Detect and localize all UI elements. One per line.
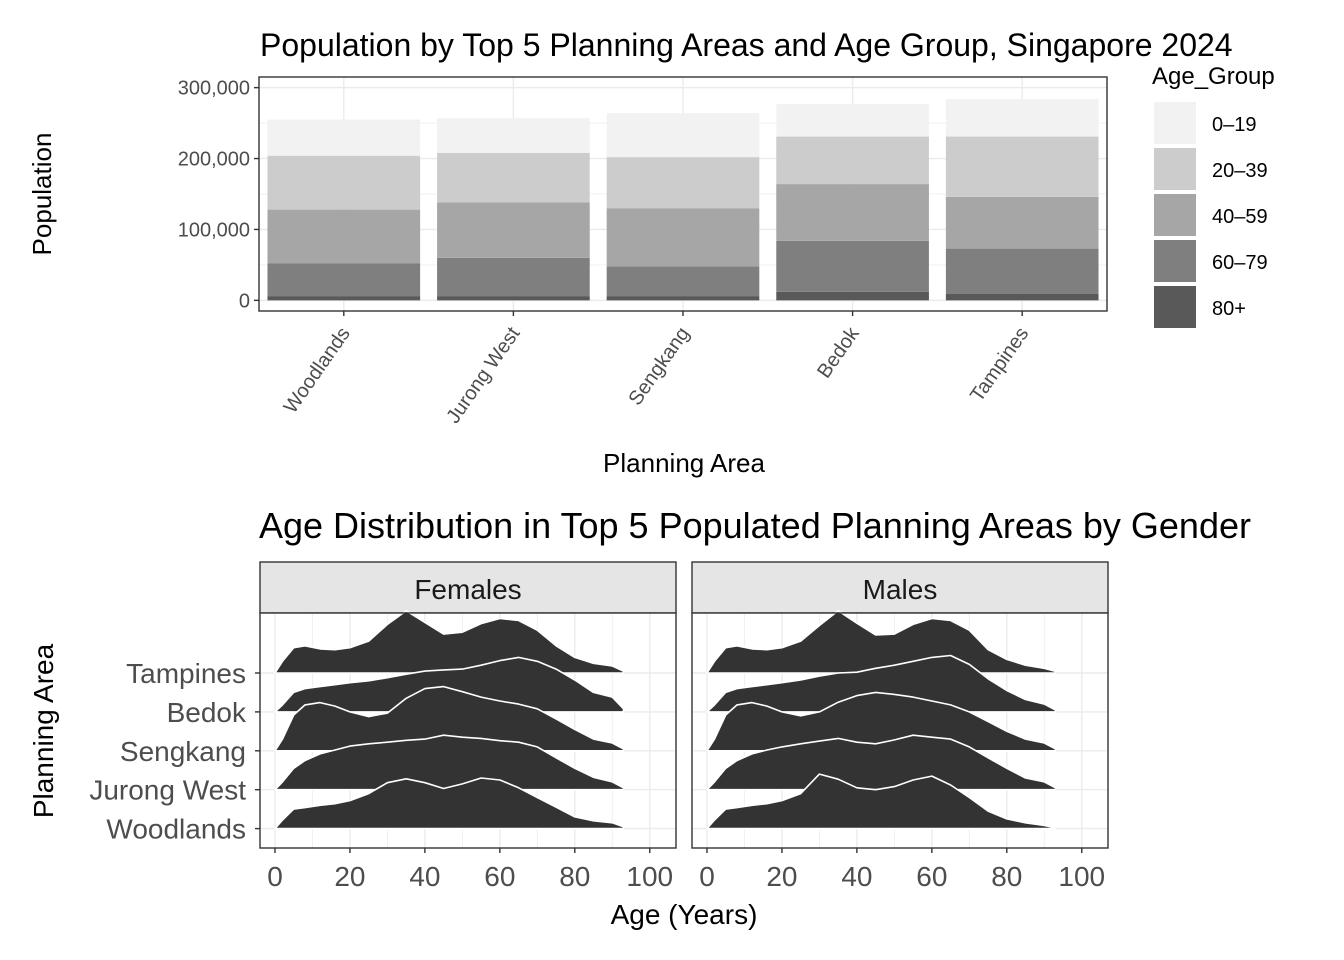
legend-key-20-39 bbox=[1154, 148, 1196, 190]
bar-woodlands-40-59 bbox=[267, 209, 421, 264]
bar-sengkang-40-59 bbox=[606, 208, 760, 267]
x-tick-label-bedok: Bedok bbox=[813, 322, 864, 382]
bar-bedok-60-79 bbox=[776, 240, 929, 292]
legend-key-0-19 bbox=[1154, 102, 1196, 144]
ridge-females-tampines bbox=[274, 610, 625, 674]
x-tick-label: 60 bbox=[916, 861, 947, 892]
ridge-males-woodlands bbox=[706, 773, 1057, 830]
y-tick-label-woodlands: Woodlands bbox=[106, 814, 246, 845]
strip-males bbox=[691, 561, 1109, 614]
strip-label-males: Males bbox=[863, 574, 938, 605]
x-tick-label-sengkang: Sengkang bbox=[624, 323, 694, 409]
bottom-chart-title: Age Distribution in Top 5 Populated Plan… bbox=[259, 505, 1251, 546]
y-tick-label: 0 bbox=[239, 290, 250, 312]
bar-sengkang-20-39 bbox=[606, 157, 760, 209]
bar-tampines-60-79 bbox=[945, 248, 1099, 294]
x-tick-label: 0 bbox=[699, 861, 715, 892]
bar-jurong-west-20-39 bbox=[437, 152, 590, 203]
y-tick-label-tampines: Tampines bbox=[126, 658, 246, 689]
y-tick-label-bedok: Bedok bbox=[167, 697, 247, 728]
bottom-chart: Age Distribution in Top 5 Populated Plan… bbox=[28, 505, 1251, 930]
x-tick-label: 20 bbox=[766, 861, 797, 892]
y-tick-label-jurong-west: Jurong West bbox=[89, 775, 246, 806]
bar-woodlands-20-39 bbox=[267, 155, 421, 210]
x-tick-label: 60 bbox=[484, 861, 515, 892]
x-tick-label: 80 bbox=[559, 861, 590, 892]
panel-border bbox=[259, 612, 677, 849]
bottom-chart-y-title: Planning Area bbox=[28, 643, 59, 818]
y-tick-label: 200,000 bbox=[178, 149, 250, 171]
ridge-males-jurong-west bbox=[706, 734, 1057, 791]
ridge-females-bedok bbox=[274, 656, 625, 713]
bar-woodlands-80 bbox=[267, 296, 421, 301]
ridge-females-sengkang bbox=[274, 685, 625, 752]
panel-border bbox=[691, 612, 1109, 849]
top-chart-x-title: Planning Area bbox=[603, 448, 765, 478]
legend-title: Age_Group bbox=[1152, 63, 1275, 90]
bar-bedok-20-39 bbox=[776, 136, 929, 185]
bar-tampines-40-59 bbox=[945, 196, 1099, 249]
bar-tampines-80 bbox=[945, 293, 1099, 301]
legend-key-80 bbox=[1154, 286, 1196, 328]
x-tick-label: 100 bbox=[1058, 861, 1105, 892]
bar-jurong-west-80 bbox=[437, 296, 590, 301]
x-tick-label: 40 bbox=[409, 861, 440, 892]
bar-tampines-20-39 bbox=[945, 136, 1099, 197]
legend-label-40-59: 40–59 bbox=[1212, 206, 1268, 228]
bar-bedok-0-19 bbox=[776, 103, 929, 137]
ridge-males-sengkang bbox=[706, 691, 1057, 752]
ridge-males-tampines bbox=[706, 610, 1057, 674]
bar-sengkang-80 bbox=[606, 296, 760, 301]
bar-jurong-west-60-79 bbox=[437, 257, 590, 297]
top-chart-bars bbox=[267, 98, 1099, 301]
facet-females: Females 0 20 40 60 80 100 bbox=[259, 561, 677, 892]
legend-label-80: 80+ bbox=[1212, 298, 1246, 320]
top-chart: Population by Top 5 Planning Areas and A… bbox=[27, 27, 1275, 478]
x-tick-label: 40 bbox=[841, 861, 872, 892]
facet-males: Males 0 20 40 60 80 100 bbox=[691, 561, 1109, 892]
top-chart-y-ticks: 0 100,000 200,000 300,000 bbox=[178, 78, 259, 312]
ridge-females-woodlands bbox=[274, 777, 625, 830]
legend-label-20-39: 20–39 bbox=[1212, 160, 1268, 182]
bar-woodlands-0-19 bbox=[267, 119, 421, 156]
bar-jurong-west-0-19 bbox=[437, 118, 590, 153]
bottom-chart-y-ticks: Woodlands Jurong West Sengkang Bedok Tampine… bbox=[89, 658, 260, 845]
bar-tampines-0-19 bbox=[945, 98, 1099, 137]
top-chart-y-title: Population bbox=[27, 133, 57, 256]
legend-key-40-59 bbox=[1154, 194, 1196, 236]
bottom-chart-facets: Females 0 20 40 60 80 100 Males 0 20 40 60 80 100 bbox=[259, 561, 1109, 892]
x-tick-label: 20 bbox=[334, 861, 365, 892]
x-tick-label-woodlands: Woodlands bbox=[280, 323, 355, 417]
legend-label-0-19: 0–19 bbox=[1212, 114, 1257, 136]
top-chart-legend: Age_Group 0–19 20–39 40–59 60–79 80+ bbox=[1152, 63, 1275, 328]
x-tick-label: 0 bbox=[267, 861, 283, 892]
ridge-females-jurong-west bbox=[274, 734, 625, 791]
y-tick-label: 100,000 bbox=[178, 219, 250, 241]
x-tick-label: 100 bbox=[626, 861, 673, 892]
x-tick-label-tampines: Tampines bbox=[966, 323, 1033, 406]
top-chart-x-ticks: Woodlands Jurong West Sengkang Bedok Tampine… bbox=[280, 311, 1033, 428]
bar-bedok-80 bbox=[776, 291, 929, 301]
top-chart-title: Population by Top 5 Planning Areas and A… bbox=[260, 27, 1233, 63]
ridge-males-bedok bbox=[706, 654, 1057, 713]
bar-jurong-west-40-59 bbox=[437, 202, 590, 258]
legend-label-60-79: 60–79 bbox=[1212, 252, 1268, 274]
x-tick-label: 80 bbox=[991, 861, 1022, 892]
bar-sengkang-60-79 bbox=[606, 266, 760, 297]
bar-sengkang-0-19 bbox=[606, 113, 760, 158]
bottom-chart-x-title: Age (Years) bbox=[611, 899, 758, 930]
y-tick-label: 300,000 bbox=[178, 78, 250, 100]
y-tick-label-sengkang: Sengkang bbox=[120, 736, 246, 767]
legend-key-60-79 bbox=[1154, 240, 1196, 282]
strip-label-females: Females bbox=[414, 574, 521, 605]
bar-woodlands-60-79 bbox=[267, 263, 421, 297]
x-tick-label-jurong-west: Jurong West bbox=[442, 323, 524, 428]
bar-bedok-40-59 bbox=[776, 184, 929, 241]
strip-females bbox=[259, 561, 677, 614]
